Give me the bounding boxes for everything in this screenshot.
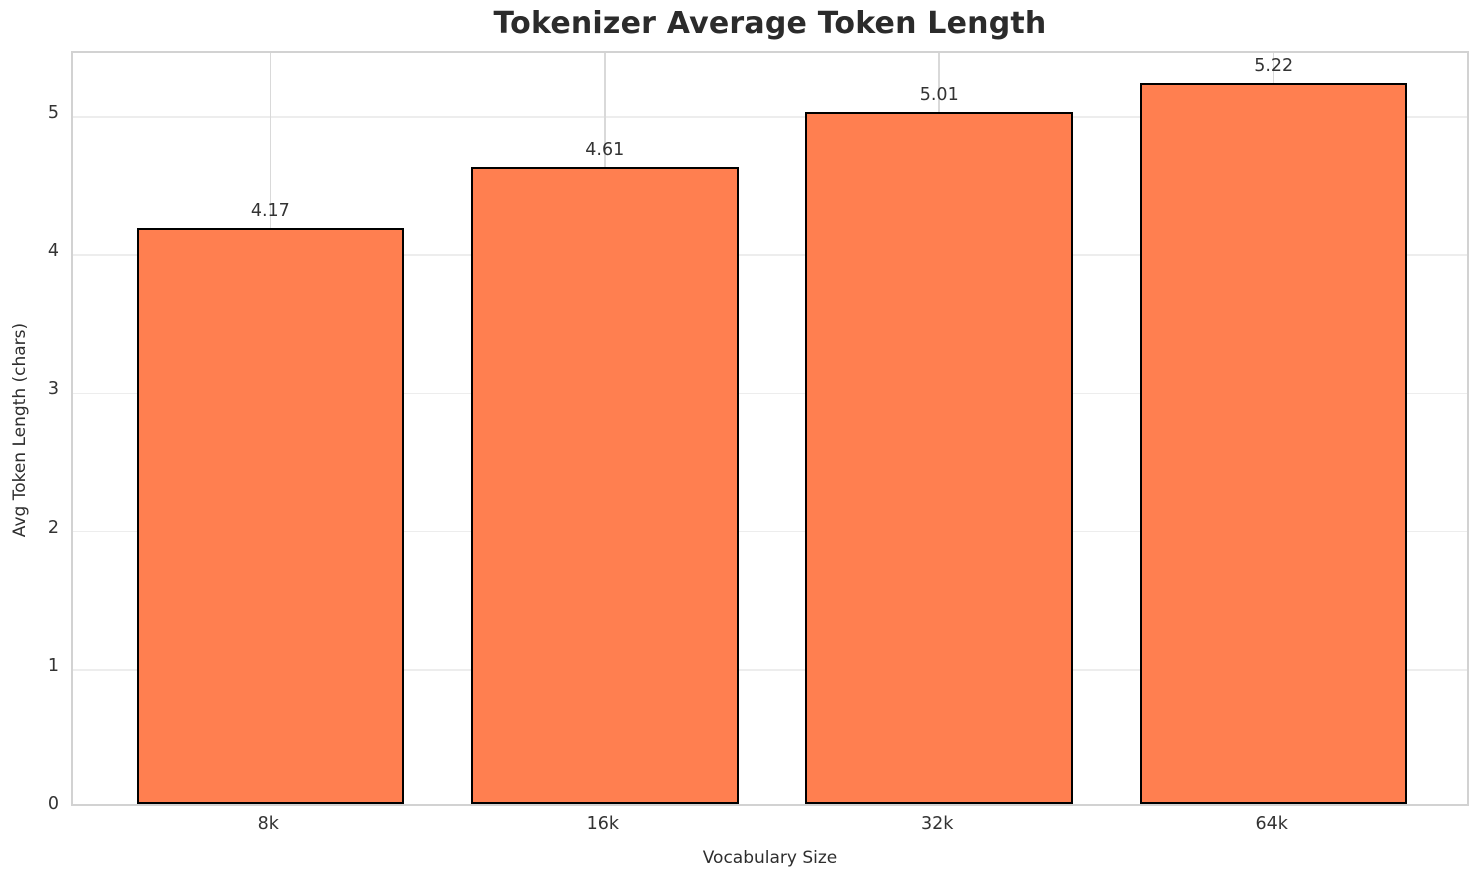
h-gridline	[73, 392, 1467, 395]
y-tick-label: 2	[47, 517, 59, 538]
h-gridline	[73, 254, 1467, 256]
bar-value-label: 4.61	[585, 139, 625, 160]
bar-64k	[1139, 82, 1408, 804]
y-tick-label: 1	[47, 655, 59, 676]
h-gridline	[73, 116, 1467, 118]
bar-8k	[136, 227, 405, 804]
x-tick-label: 8k	[257, 814, 279, 834]
y-tick-label: 3	[47, 379, 59, 400]
bar-value-label: 4.17	[250, 200, 290, 221]
h-gridline	[73, 669, 1467, 671]
y-tick-label: 0	[47, 794, 59, 814]
bar-32k	[805, 111, 1073, 804]
chart-title: Tokenizer Average Token Length	[493, 6, 1047, 41]
x-tick-label: 64k	[1255, 814, 1288, 834]
y-tick-label: 4	[47, 241, 59, 262]
bar-value-label: 5.01	[919, 84, 959, 105]
plot-area: 4.17 4.61 5.01 5.22	[71, 51, 1469, 806]
x-tick-label: 16k	[586, 814, 619, 834]
bar-16k	[470, 166, 739, 804]
y-axis-label: Avg Token Length (chars)	[10, 322, 30, 538]
x-axis-label: Vocabulary Size	[702, 848, 838, 868]
y-tick-label: 5	[47, 102, 59, 123]
x-tick-label: 32k	[921, 814, 954, 834]
h-gridline	[73, 530, 1467, 533]
bar-value-label: 5.22	[1254, 55, 1294, 76]
